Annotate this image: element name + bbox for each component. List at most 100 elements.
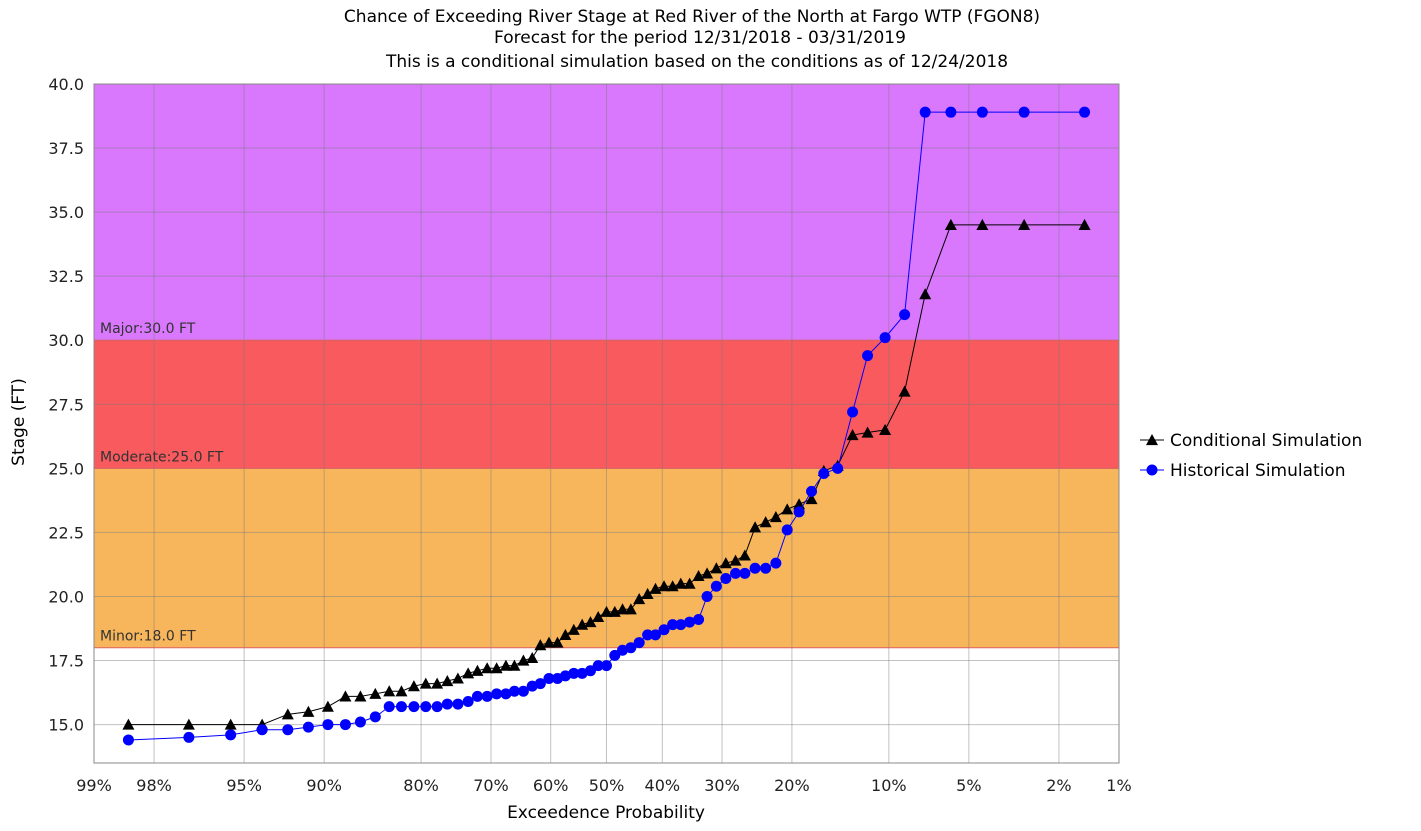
data-point-triangle: [641, 587, 654, 599]
data-point-triangle: [749, 521, 762, 533]
data-point-circle: [879, 332, 891, 344]
data-point-triangle: [369, 687, 382, 699]
data-point-circle: [806, 485, 818, 497]
data-point-triangle: [441, 675, 454, 687]
data-point-triangle: [419, 677, 432, 689]
data-point-circle: [832, 462, 844, 474]
legend-entry-label: Conditional Simulation: [1170, 431, 1362, 451]
data-point-circle: [601, 660, 612, 672]
data-point-circle: [122, 734, 134, 746]
legend-circle-marker: [1146, 464, 1158, 476]
data-point-circle: [658, 624, 670, 636]
data-point-triangle: [738, 549, 751, 561]
data-point-circle: [730, 567, 742, 579]
data-point-triangle: [683, 577, 696, 589]
data-point-circle: [339, 719, 351, 731]
data-point-triangle: [431, 677, 444, 689]
data-point-triangle: [122, 718, 135, 730]
data-point-triangle: [281, 708, 294, 720]
data-point-circle: [739, 567, 751, 579]
data-point-triangle: [584, 616, 597, 628]
data-point-circle: [862, 350, 874, 362]
zone-label: Minor:18.0 FT: [100, 629, 196, 645]
y-tick-label: 20.0: [48, 587, 84, 606]
data-point-triangle: [781, 503, 794, 515]
data-point-triangle: [861, 426, 874, 438]
y-tick-label: 17.5: [48, 652, 84, 671]
data-point-triangle: [354, 690, 367, 702]
legend: Conditional Simulation Historical Simulat…: [1140, 431, 1362, 481]
legend-triangle-marker: [1146, 434, 1158, 446]
y-tick-label: 22.5: [48, 523, 84, 542]
data-point-circle: [183, 731, 195, 743]
data-point-triangle: [567, 623, 580, 635]
data-point-circle: [508, 685, 520, 697]
data-point-circle: [383, 701, 395, 713]
data-point-circle: [749, 562, 761, 574]
legend-entry-label: Historical Simulation: [1170, 461, 1346, 481]
data-point-triangle: [879, 423, 892, 436]
data-point-triangle: [383, 685, 396, 697]
data-point-triangle: [846, 429, 859, 441]
y-axis-label: Stage (FT): [9, 378, 29, 466]
data-point-triangle: [759, 516, 772, 528]
data-point-circle: [667, 619, 679, 631]
chart-title-line-1: Chance of Exceeding River Stage at Red R…: [344, 7, 1040, 27]
data-point-triangle: [302, 705, 315, 717]
data-point-triangle: [559, 628, 572, 640]
data-point-circle: [282, 724, 294, 736]
data-point-triangle: [339, 690, 352, 702]
data-point-triangle: [471, 664, 484, 676]
flood-zone-0: [94, 468, 1119, 648]
data-point-triangle: [805, 493, 818, 505]
data-point-triangle: [658, 580, 671, 592]
data-point-circle: [701, 590, 713, 602]
x-tick-label: 50%: [589, 776, 625, 795]
data-point-circle: [568, 667, 580, 679]
data-point-circle: [354, 716, 366, 728]
data-point-circle: [625, 642, 637, 654]
x-tick-label: 2%: [1046, 776, 1071, 795]
data-point-circle: [462, 696, 474, 708]
data-point-circle: [441, 698, 453, 710]
data-point-triangle: [616, 603, 629, 615]
data-point-circle: [793, 506, 805, 518]
data-point-circle: [675, 619, 687, 631]
data-point-triangle: [674, 577, 687, 589]
data-point-circle: [431, 701, 443, 713]
data-point-triangle: [542, 636, 555, 648]
y-tick-label: 40.0: [48, 75, 84, 94]
data-point-triangle: [719, 557, 732, 569]
flood-zone-2: [94, 84, 1119, 341]
data-point-circle: [420, 701, 432, 713]
data-point-circle: [559, 670, 571, 682]
data-point-triangle: [701, 567, 714, 579]
chart-title-line-2: Forecast for the period 12/31/2018 - 03/…: [494, 28, 906, 48]
data-point-triangle: [182, 718, 195, 730]
data-point-triangle: [729, 554, 742, 566]
x-tick-label: 1%: [1106, 776, 1131, 795]
data-point-circle: [684, 616, 696, 628]
zone-label: Moderate:25.0 FT: [100, 449, 224, 465]
data-point-triangle: [490, 662, 503, 674]
data-point-circle: [617, 644, 629, 656]
data-point-circle: [710, 580, 722, 592]
data-point-triangle: [769, 511, 782, 523]
data-point-circle: [491, 688, 503, 700]
data-point-triangle: [944, 218, 957, 231]
data-point-circle: [369, 711, 381, 723]
data-point-circle: [899, 309, 911, 321]
x-tick-label: 95%: [226, 776, 262, 795]
data-point-triangle: [624, 603, 637, 615]
data-point-circle: [225, 729, 237, 741]
data-point-circle: [534, 678, 546, 690]
data-point-circle: [770, 557, 782, 569]
data-point-triangle: [451, 672, 464, 684]
data-point-triangle: [592, 610, 605, 623]
y-tick-label: 37.5: [48, 139, 84, 158]
data-point-triangle: [526, 651, 539, 664]
data-point-circle: [633, 637, 645, 649]
y-tick-label: 30.0: [48, 331, 84, 350]
data-point-triangle: [499, 659, 512, 671]
